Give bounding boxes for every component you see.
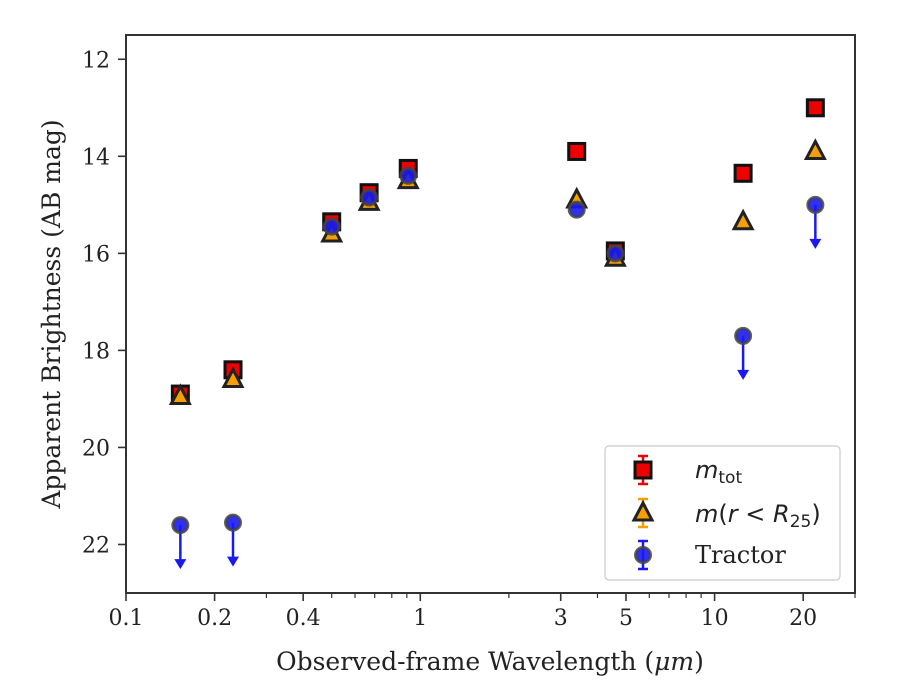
legend-r25-m: m <box>695 500 718 528</box>
x-axis-label-unit: μm <box>654 647 694 676</box>
data-point-tractor <box>360 188 379 207</box>
data-point-tractor <box>734 326 753 345</box>
legend-marker-m-r25 <box>631 499 655 522</box>
legend-r25-paren: ( <box>718 500 727 528</box>
data-point-m-r25 <box>221 366 245 389</box>
legend-markers <box>631 454 655 571</box>
legend-r25-r: r <box>728 500 740 528</box>
legend-r25-close: ) <box>811 500 820 528</box>
data-point-m-r25 <box>803 138 827 160</box>
x-axis-label-text: Observed-frame Wavelength ( <box>276 647 654 676</box>
legend-entry-mtot: mtot <box>695 456 742 488</box>
x-tick-label: 1 <box>413 606 427 631</box>
y-tick-label: 12 <box>82 48 110 73</box>
data-point-mtot <box>567 141 587 161</box>
axis-ticks: 0.1 0.2 0.4 1 3 5 10 20 12 14 16 18 20 22 <box>82 48 856 631</box>
y-axis-label: Apparent Brightness (AB mag) <box>37 119 66 509</box>
x-axis-label-close: ) <box>694 647 704 676</box>
x-tick-label: 0.4 <box>286 606 321 631</box>
y-tick-label: 16 <box>82 242 110 267</box>
upper-limit-arrowhead <box>174 559 187 570</box>
data-point-tractor <box>399 166 418 185</box>
plot-frame <box>125 34 856 594</box>
data-point-tractor <box>322 217 341 236</box>
x-tick-label: 20 <box>789 606 817 631</box>
data-point-tractor <box>567 200 586 219</box>
x-axis-label: Observed-frame Wavelength (μm) <box>276 647 704 676</box>
x-tick-label: 3 <box>554 606 568 631</box>
data-point-tractor <box>224 513 243 532</box>
y-tick-label: 14 <box>82 145 110 170</box>
legend-r25-R: R <box>773 500 790 528</box>
upper-limit-arrowhead <box>227 556 240 567</box>
series-tractor <box>171 166 825 570</box>
data-marks <box>168 98 827 570</box>
legend-r25-sub: 25 <box>790 512 812 532</box>
x-tick-label: 0.2 <box>197 606 232 631</box>
data-point-m-r25 <box>731 208 755 231</box>
data-point-mtot <box>733 163 753 183</box>
upper-limit-arrowhead <box>809 238 822 249</box>
x-tick-label: 5 <box>619 606 633 631</box>
data-point-mtot <box>805 98 825 118</box>
data-point-tractor <box>171 516 190 535</box>
legend-frame <box>604 445 841 581</box>
legend-r25-op: < <box>738 500 773 528</box>
legend-mtot-sub: tot <box>718 468 742 488</box>
legend-marker-mtot <box>633 460 653 480</box>
data-point-tractor <box>806 195 825 214</box>
legend-entry-m-r25: m(r < R25) <box>695 500 821 532</box>
x-tick-label: 10 <box>701 606 729 631</box>
upper-limit-arrowhead <box>737 369 750 380</box>
x-tick-label: 0.1 <box>109 606 144 631</box>
data-point-m-r25 <box>168 383 192 405</box>
legend-entry-tractor: Tractor <box>695 541 786 569</box>
legend-marker-tractor <box>634 546 652 564</box>
y-tick-label: 18 <box>82 339 110 364</box>
y-tick-label: 20 <box>82 436 110 461</box>
legend: mtot m(r < R25) Tractor <box>604 445 841 581</box>
y-tick-label: 22 <box>82 533 110 558</box>
legend-mtot-m: m <box>695 456 718 484</box>
data-point-tractor <box>606 244 625 263</box>
